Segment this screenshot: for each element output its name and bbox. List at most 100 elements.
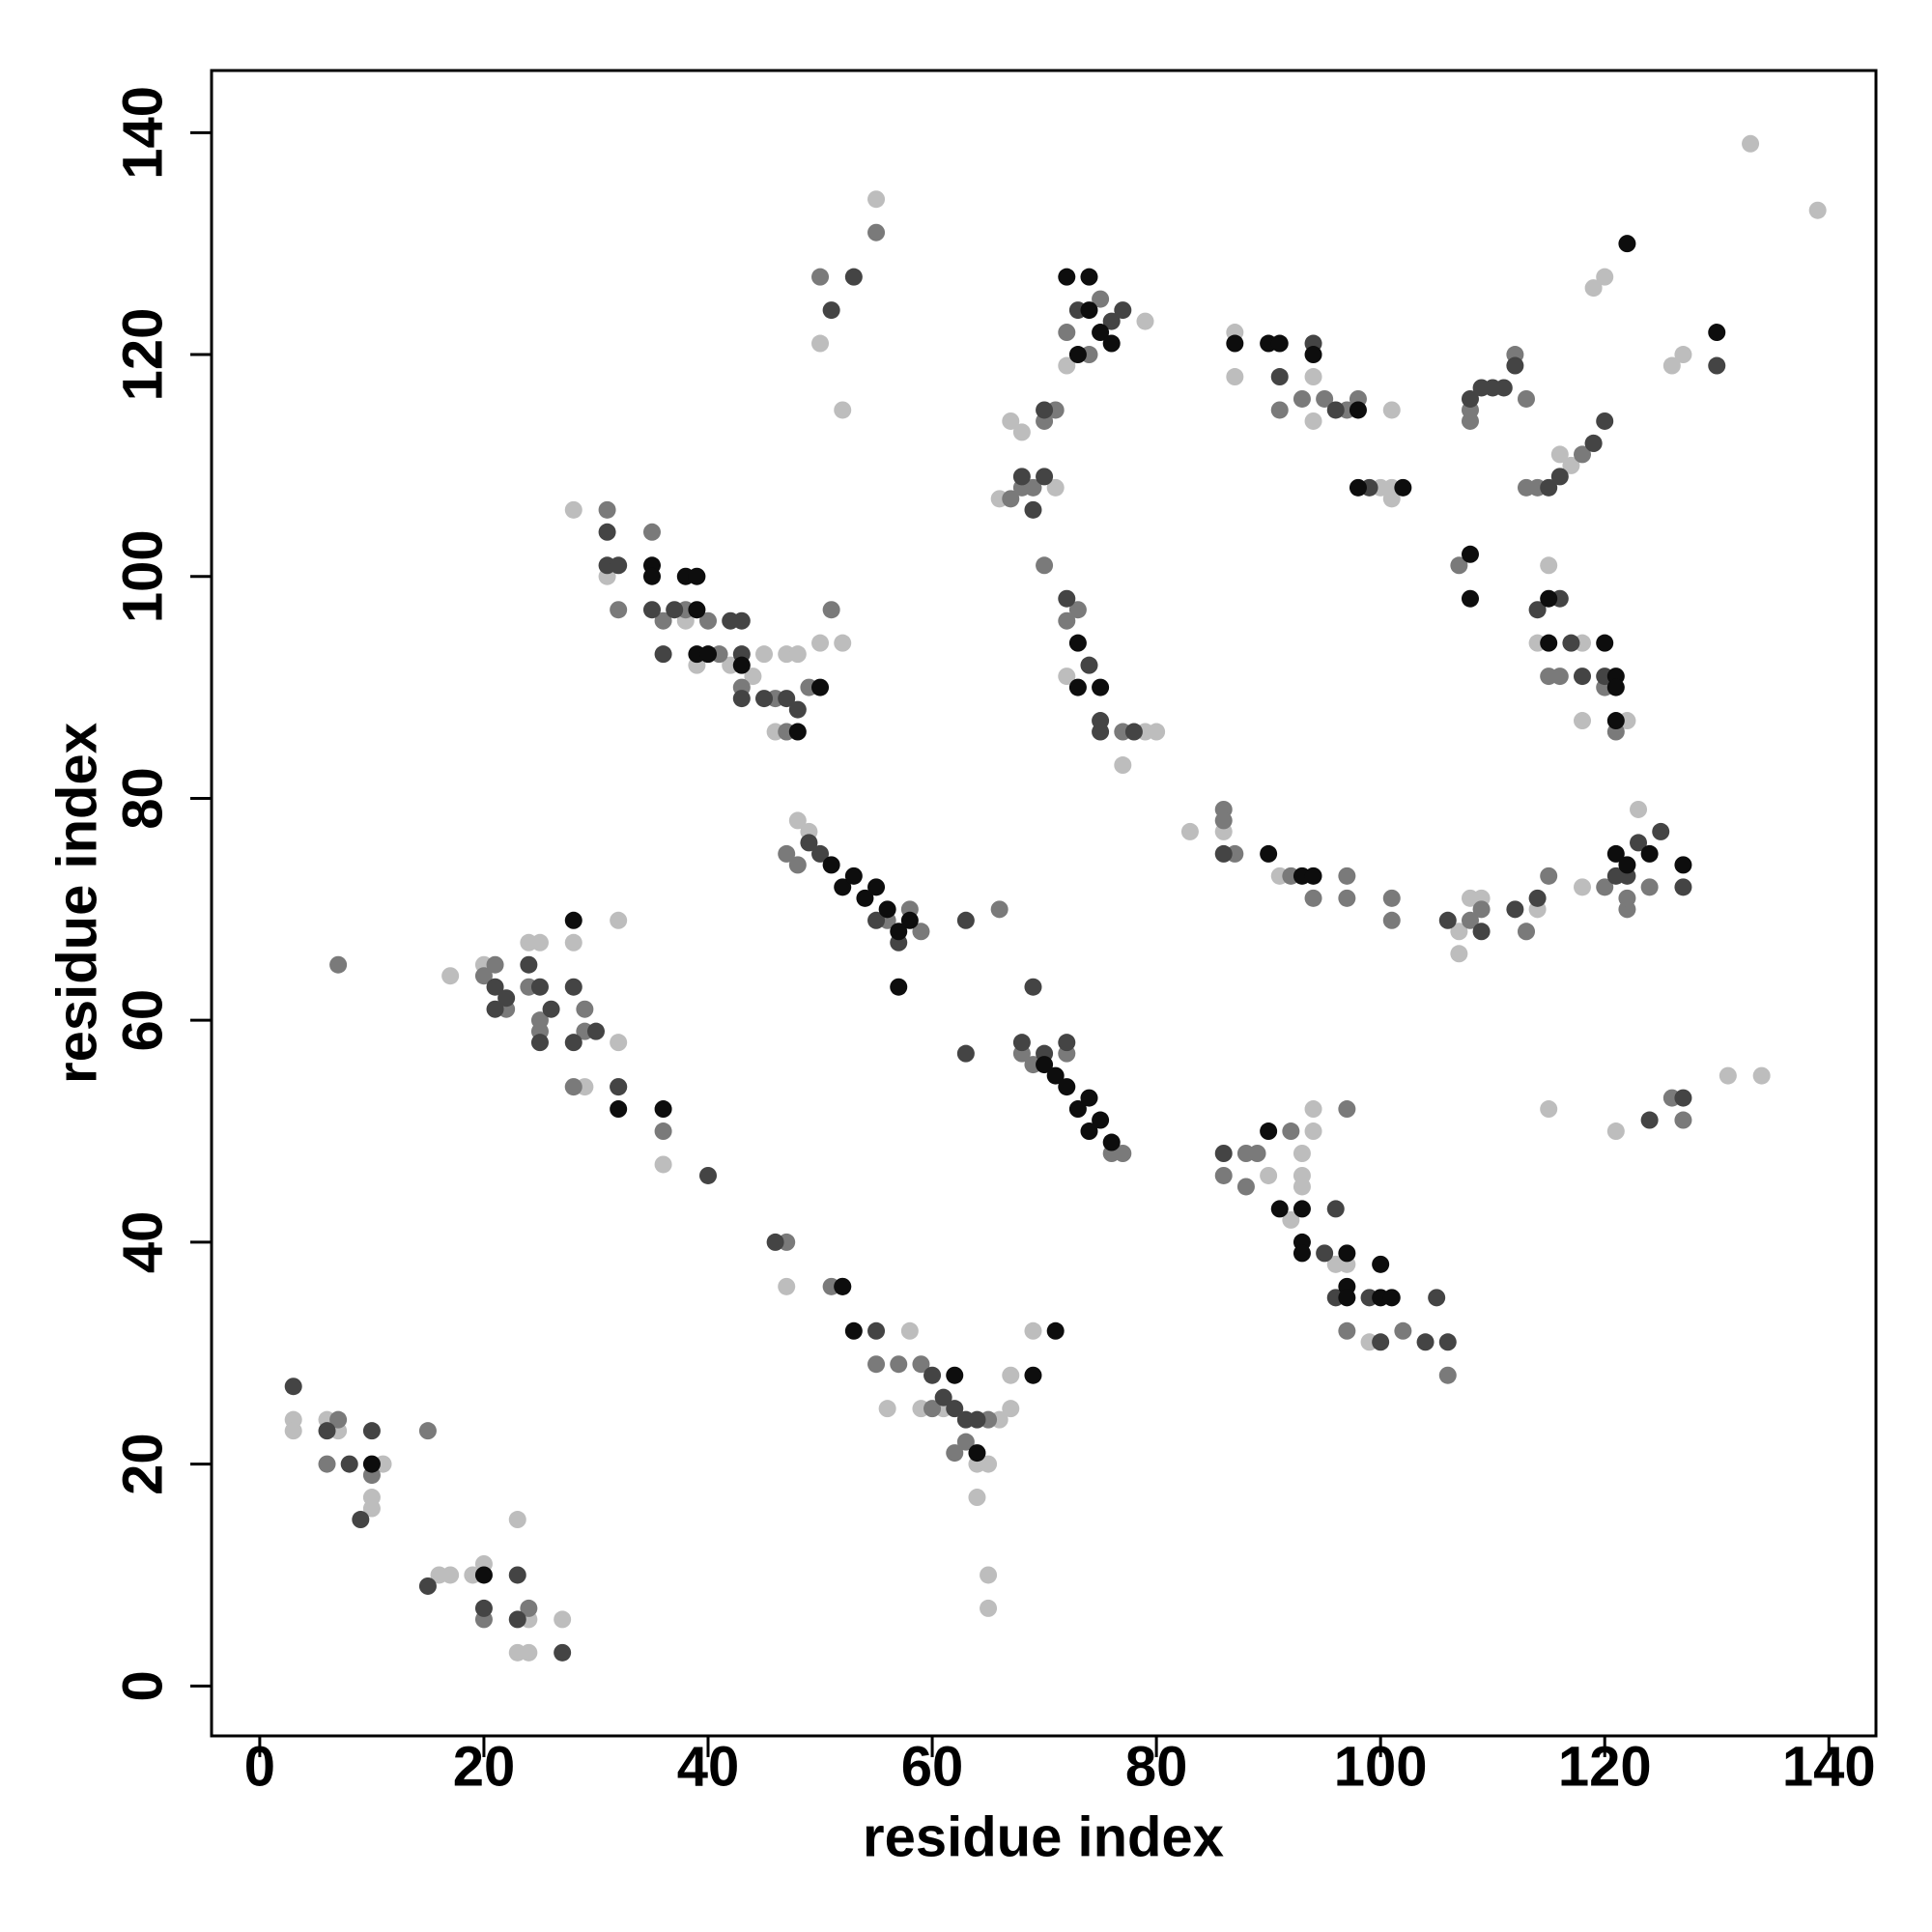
point [598, 523, 616, 541]
y-tick-label: 80 [111, 767, 174, 830]
point [1640, 878, 1659, 896]
point [1719, 1066, 1737, 1085]
point [755, 690, 774, 708]
point [732, 690, 751, 708]
point [1214, 844, 1233, 863]
point [318, 1422, 336, 1440]
point [362, 1499, 381, 1518]
point [1517, 389, 1535, 408]
point [1046, 1066, 1065, 1085]
point [1338, 1321, 1356, 1340]
point [1046, 478, 1065, 497]
point [642, 567, 661, 585]
point [912, 1355, 930, 1374]
point [1596, 634, 1614, 652]
point [362, 1455, 381, 1473]
point [1461, 545, 1479, 563]
point [1282, 1210, 1300, 1229]
point [1080, 301, 1098, 320]
point [1416, 1333, 1435, 1351]
point [1304, 412, 1322, 430]
point [564, 500, 582, 519]
point [1742, 134, 1760, 153]
point [980, 1455, 998, 1473]
point [1282, 1122, 1300, 1141]
point [1618, 856, 1636, 874]
point [1270, 401, 1289, 419]
point [844, 268, 863, 286]
point [800, 834, 818, 852]
point [486, 1000, 504, 1018]
point [1382, 490, 1401, 508]
point [1752, 1066, 1771, 1085]
point [1002, 412, 1020, 430]
point [284, 1378, 302, 1396]
point [946, 1400, 964, 1418]
point [844, 867, 863, 885]
point [1148, 723, 1166, 741]
point [1058, 1034, 1076, 1052]
point [654, 1100, 672, 1119]
point [844, 1321, 863, 1340]
x-axis-label: residue index [863, 1805, 1224, 1868]
point [1708, 356, 1726, 375]
point [474, 967, 493, 985]
point [1293, 389, 1311, 408]
point [1540, 478, 1558, 497]
point [1270, 334, 1289, 353]
point [811, 678, 830, 696]
point [1304, 867, 1322, 885]
point [554, 1610, 572, 1629]
point [1068, 1100, 1087, 1119]
point [1461, 589, 1479, 608]
point [1596, 412, 1614, 430]
point [1293, 1178, 1311, 1196]
point [1024, 478, 1042, 497]
point [1674, 856, 1692, 874]
point [1068, 678, 1087, 696]
point [788, 723, 807, 741]
point [1248, 1145, 1266, 1163]
x-tick-label: 20 [453, 1735, 516, 1798]
point [1562, 456, 1580, 474]
point [576, 1000, 594, 1018]
point [418, 1577, 437, 1595]
point [698, 611, 717, 630]
point [867, 1321, 886, 1340]
point [642, 523, 661, 541]
point [1606, 678, 1625, 696]
point [1236, 1178, 1255, 1196]
point [822, 301, 840, 320]
point [474, 1566, 493, 1584]
point [1058, 324, 1076, 342]
y-tick-label: 0 [111, 1670, 174, 1701]
point [923, 1400, 942, 1418]
point [755, 645, 774, 664]
point [1652, 822, 1670, 840]
point [1674, 1111, 1692, 1129]
point [486, 978, 504, 996]
point [1606, 712, 1625, 730]
point [642, 601, 661, 619]
point [1304, 346, 1322, 364]
point [1293, 1145, 1311, 1163]
point [1114, 756, 1132, 775]
point [1618, 889, 1636, 907]
point [1012, 423, 1031, 441]
y-tick-label: 100 [111, 529, 174, 623]
point [1472, 900, 1491, 919]
point [1036, 468, 1054, 486]
point [530, 933, 549, 952]
point [530, 978, 549, 996]
point [654, 611, 672, 630]
point [654, 1155, 672, 1174]
point [1606, 844, 1625, 863]
point [890, 978, 908, 996]
point [1674, 346, 1692, 364]
point [1394, 478, 1412, 497]
point [1102, 1133, 1121, 1151]
point [318, 1455, 336, 1473]
point [1326, 401, 1345, 419]
point [1640, 844, 1659, 863]
point [1124, 723, 1143, 741]
